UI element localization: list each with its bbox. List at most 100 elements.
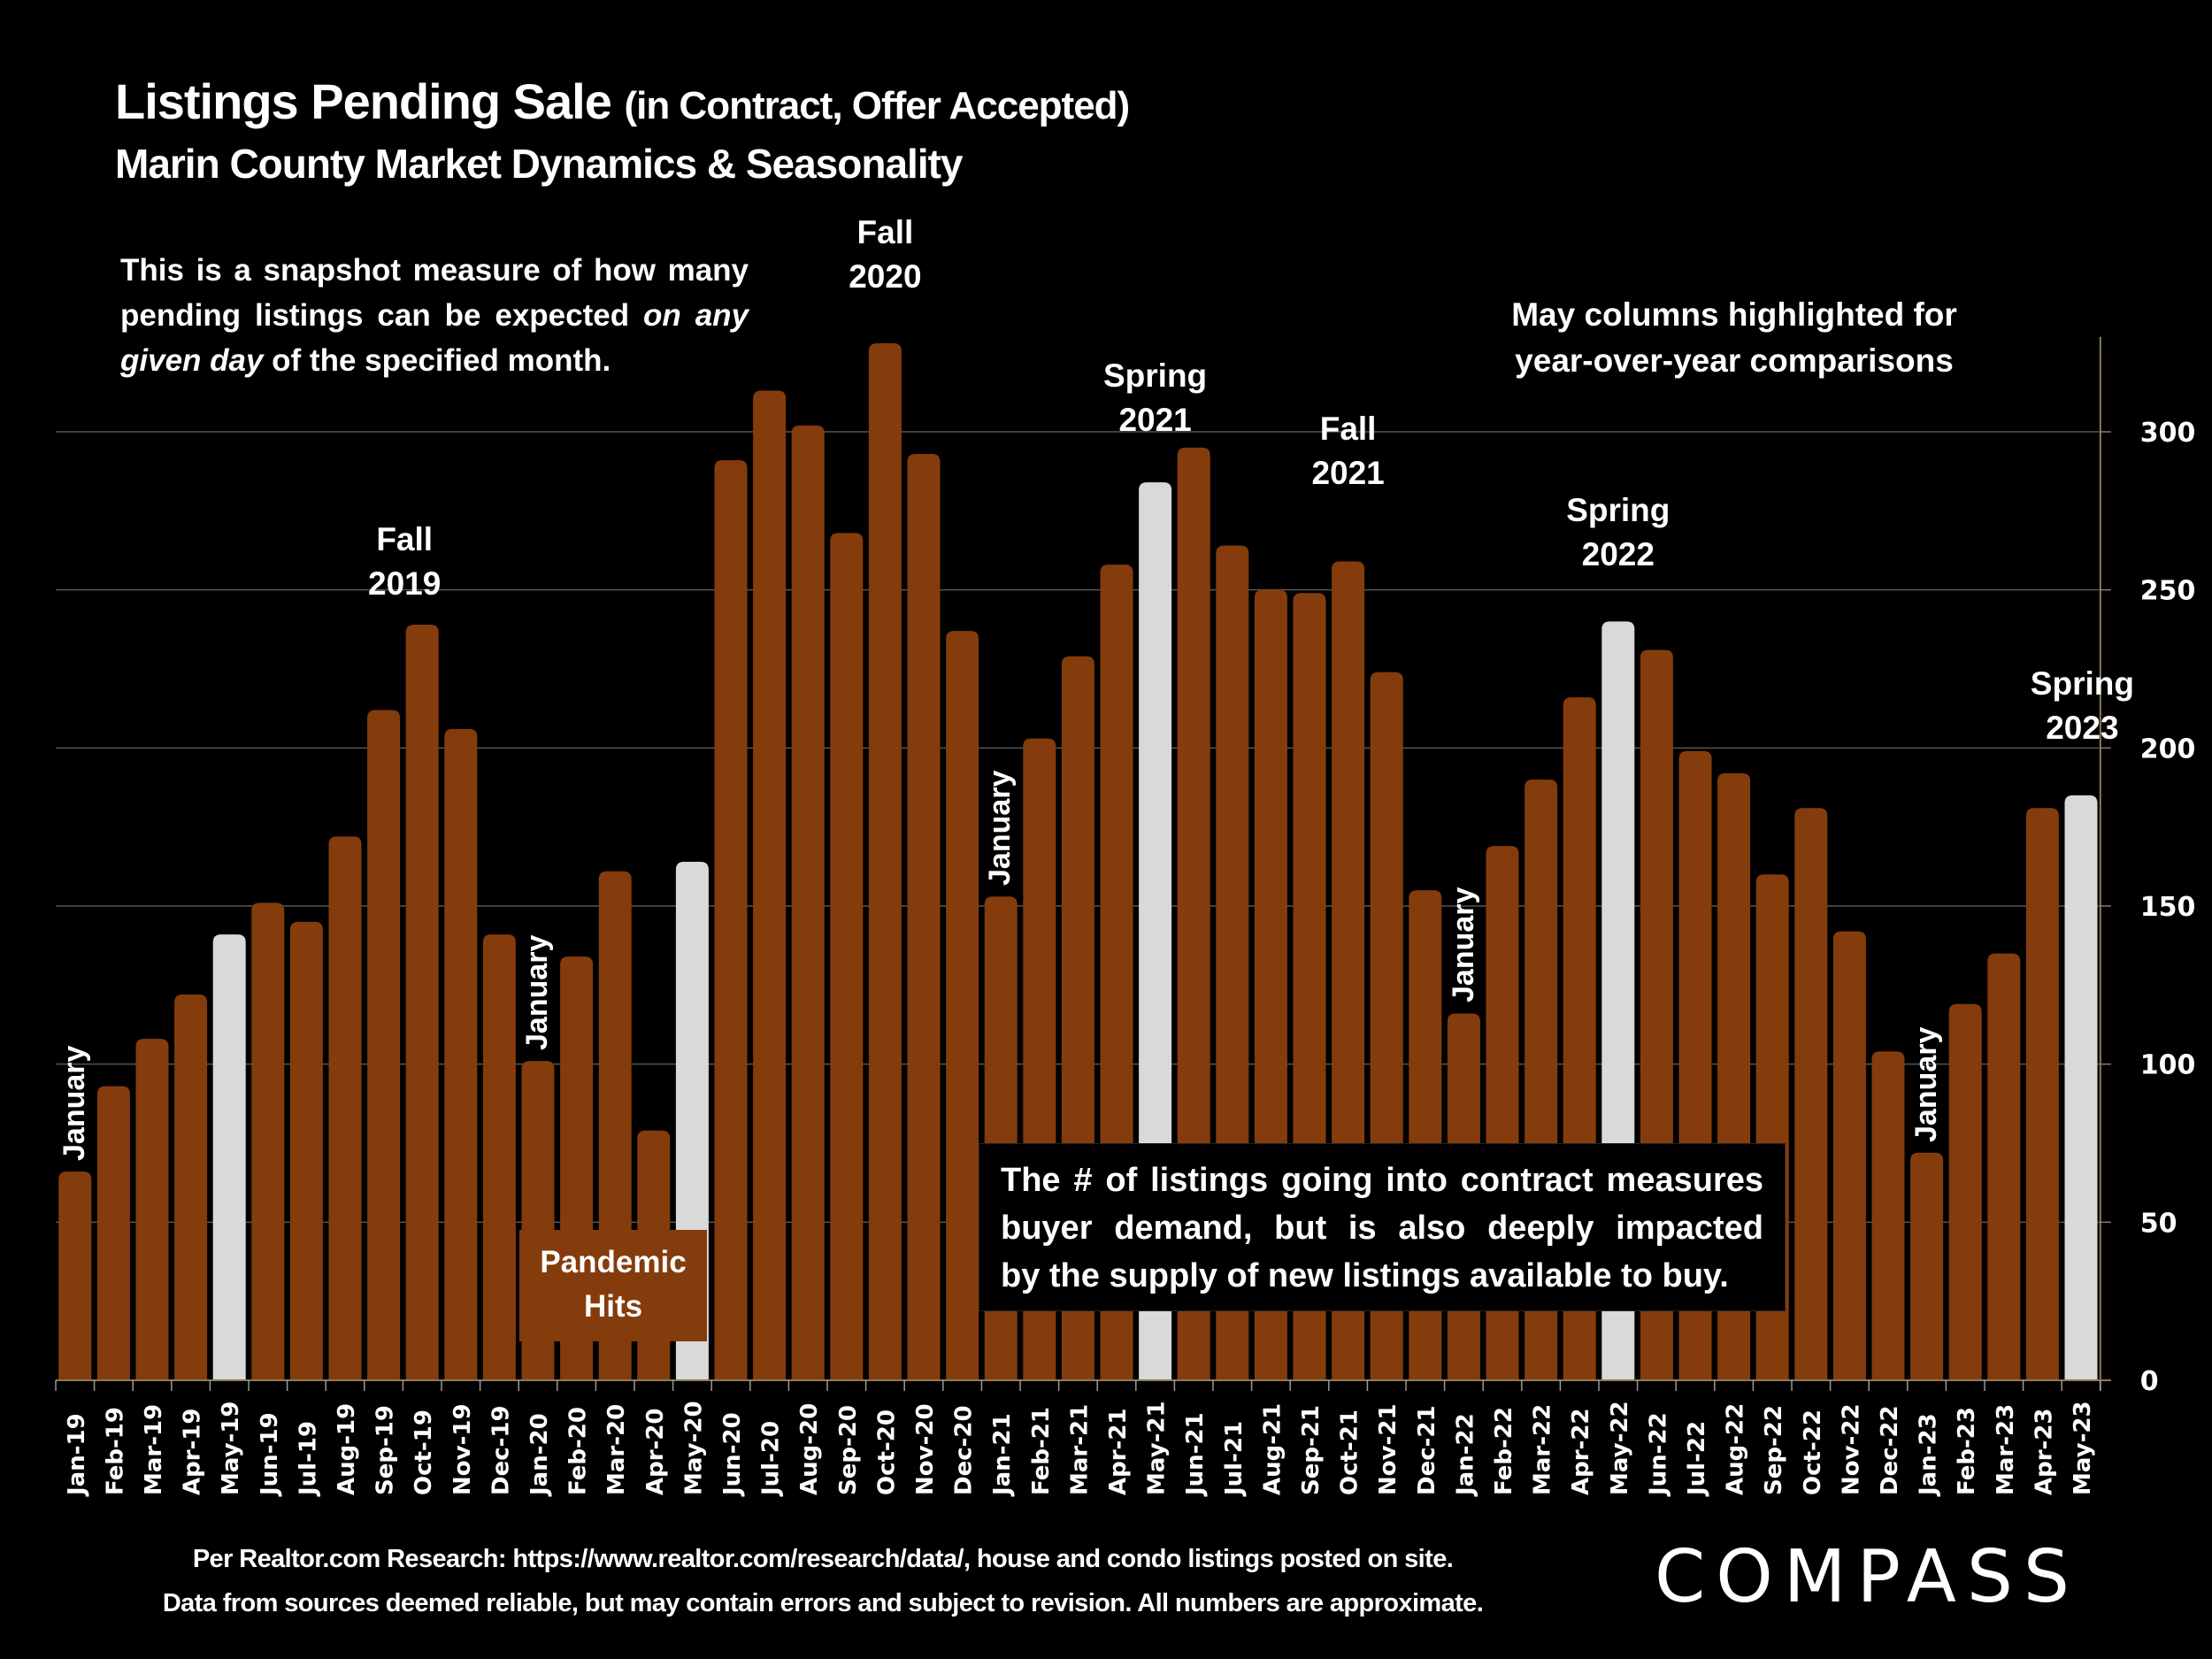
bar-highlighted	[212, 934, 246, 1380]
disclaimer-note: Data from sources deemed reliable, but m…	[162, 1589, 1484, 1617]
x-tick-label: Feb-20	[565, 1407, 592, 1495]
y-tick-label: 0	[2140, 1366, 2159, 1397]
bar	[289, 921, 323, 1380]
season-label-line-1: Spring	[2030, 665, 2134, 703]
bar	[328, 836, 362, 1380]
january-label: January	[58, 1045, 91, 1162]
x-tick-label: Oct-20	[873, 1409, 900, 1495]
bar	[251, 902, 285, 1380]
x-tick-label: Jun-21	[1182, 1412, 1209, 1497]
season-label-line-1: Spring	[1566, 492, 1671, 529]
intro-text-1: This is a snapshot measure of how many p…	[120, 253, 749, 333]
season-label-line-2: 2021	[1311, 454, 1385, 491]
x-tick-label: Mar-20	[603, 1404, 630, 1495]
may-note-line-2: year-over-year comparisons	[1515, 342, 1954, 379]
compass-logo-icon: COMPASS	[1655, 1535, 2080, 1619]
season-label: Fall 2021	[1260, 407, 1437, 495]
bar	[482, 934, 516, 1380]
x-tick-label: Nov-22	[1838, 1403, 1864, 1495]
x-tick-label: Apr-21	[1105, 1408, 1132, 1495]
bar	[96, 1086, 130, 1380]
x-tick-label: Aug-21	[1259, 1403, 1286, 1495]
demand-note-box: The # of listings going into contract me…	[979, 1143, 1786, 1311]
x-tick-label: Jun-22	[1645, 1412, 1671, 1497]
x-tick-label: Jul-20	[758, 1421, 785, 1497]
x-tick-label: Feb-22	[1491, 1407, 1517, 1495]
chart-title-paren: (in Contract, Offer Accepted)	[624, 84, 1130, 127]
bar	[868, 342, 902, 1380]
bar	[946, 631, 979, 1380]
x-tick-label: Jun-19	[257, 1412, 283, 1497]
bar	[1948, 1003, 1982, 1380]
x-tick-label: Jan-19	[64, 1413, 90, 1497]
x-tick-label: May-19	[218, 1401, 244, 1495]
x-tick-label: Nov-20	[912, 1403, 939, 1495]
season-label: Spring 2023	[1993, 662, 2170, 750]
bar	[753, 390, 787, 1381]
x-tick-label: Dec-21	[1414, 1405, 1440, 1495]
bar	[907, 454, 941, 1380]
season-label-line-2: 2020	[849, 257, 922, 295]
january-label: January	[1446, 887, 1480, 1003]
season-label: Fall 2020	[796, 211, 973, 299]
x-tick-label: Jan-22	[1452, 1413, 1479, 1497]
demand-note-line-2: buyer demand, but is also deeply impacte…	[1001, 1210, 1763, 1247]
bar	[174, 995, 208, 1380]
bar	[2025, 808, 2059, 1380]
x-tick-label: Apr-19	[180, 1408, 206, 1495]
x-tick-label: Apr-22	[1568, 1408, 1594, 1495]
y-tick-label: 100	[2140, 1050, 2196, 1081]
demand-note-line-3: by the supply of new listings available …	[1001, 1257, 1729, 1294]
x-tick-label: Oct-21	[1337, 1409, 1363, 1495]
x-tick-label: Jan-20	[526, 1413, 553, 1497]
bar	[58, 1171, 92, 1380]
x-tick-label: Sep-22	[1761, 1405, 1787, 1495]
season-label-line-1: Fall	[1319, 410, 1377, 447]
x-tick-label: Nov-21	[1375, 1403, 1402, 1495]
pandemic-line-1: Pandemic	[540, 1245, 687, 1279]
x-tick-label: Oct-19	[411, 1409, 437, 1495]
may-note-line-1: May columns highlighted for	[1511, 296, 1957, 333]
bar	[1794, 808, 1828, 1380]
season-label-line-2: 2019	[368, 565, 442, 602]
x-tick-label: Aug-22	[1723, 1403, 1749, 1495]
demand-note-line-1: The # of listings going into contract me…	[1001, 1162, 1763, 1199]
bar	[714, 460, 748, 1381]
x-tick-label: Jan-23	[1916, 1413, 1942, 1497]
season-label-line-1: Spring	[1103, 357, 1208, 395]
x-tick-label: Dec-20	[951, 1405, 978, 1495]
x-tick-label: Sep-19	[373, 1405, 399, 1495]
bar	[1910, 1152, 1944, 1380]
compass-logo-text: COMPASS	[1655, 1535, 2080, 1619]
y-tick-label: 50	[2140, 1208, 2177, 1239]
bar	[1832, 931, 1866, 1380]
axes	[55, 336, 2111, 1391]
season-label: Spring 2022	[1530, 488, 1707, 577]
bar-highlighted	[2064, 795, 2098, 1380]
x-tick-label: Jun-20	[719, 1412, 746, 1497]
x-tick-label: Feb-19	[102, 1407, 128, 1495]
chart-title: Listings Pending Sale (in Contract, Offe…	[115, 73, 1130, 130]
y-tick-label: 150	[2140, 892, 2196, 923]
x-tick-label: Jul-19	[295, 1421, 321, 1497]
x-tick-label: Apr-23	[2031, 1408, 2057, 1495]
bar	[1871, 1051, 1905, 1380]
x-tick-label: Jul-21	[1221, 1421, 1248, 1497]
x-tick-label: Mar-22	[1530, 1404, 1556, 1495]
january-label: January	[983, 770, 1018, 887]
season-label-line-2: 2022	[1581, 536, 1655, 573]
january-label: January	[1909, 1026, 1943, 1142]
compass-logo: COMPASS	[1655, 1531, 2150, 1636]
x-axis-labels: Jan-19 Feb-19 Mar-19 Apr-19 May-19 Jun-19 Jul-…	[64, 1401, 2096, 1497]
x-tick-label: Feb-23	[1954, 1407, 1980, 1495]
y-tick-label: 300	[2140, 418, 2196, 449]
season-label-line-2: 2023	[2046, 710, 2119, 747]
x-tick-label: Feb-21	[1028, 1407, 1055, 1495]
x-tick-label: Mar-19	[141, 1404, 167, 1495]
bar	[367, 710, 401, 1380]
may-highlight-note: May columns highlighted for year-over-ye…	[1451, 292, 2017, 384]
chart-subtitle: Marin County Market Dynamics & Seasonali…	[115, 141, 964, 187]
season-label: Spring 2021	[1067, 354, 1244, 442]
x-tick-label: May-20	[680, 1401, 707, 1495]
season-label: Fall 2019	[316, 518, 493, 606]
